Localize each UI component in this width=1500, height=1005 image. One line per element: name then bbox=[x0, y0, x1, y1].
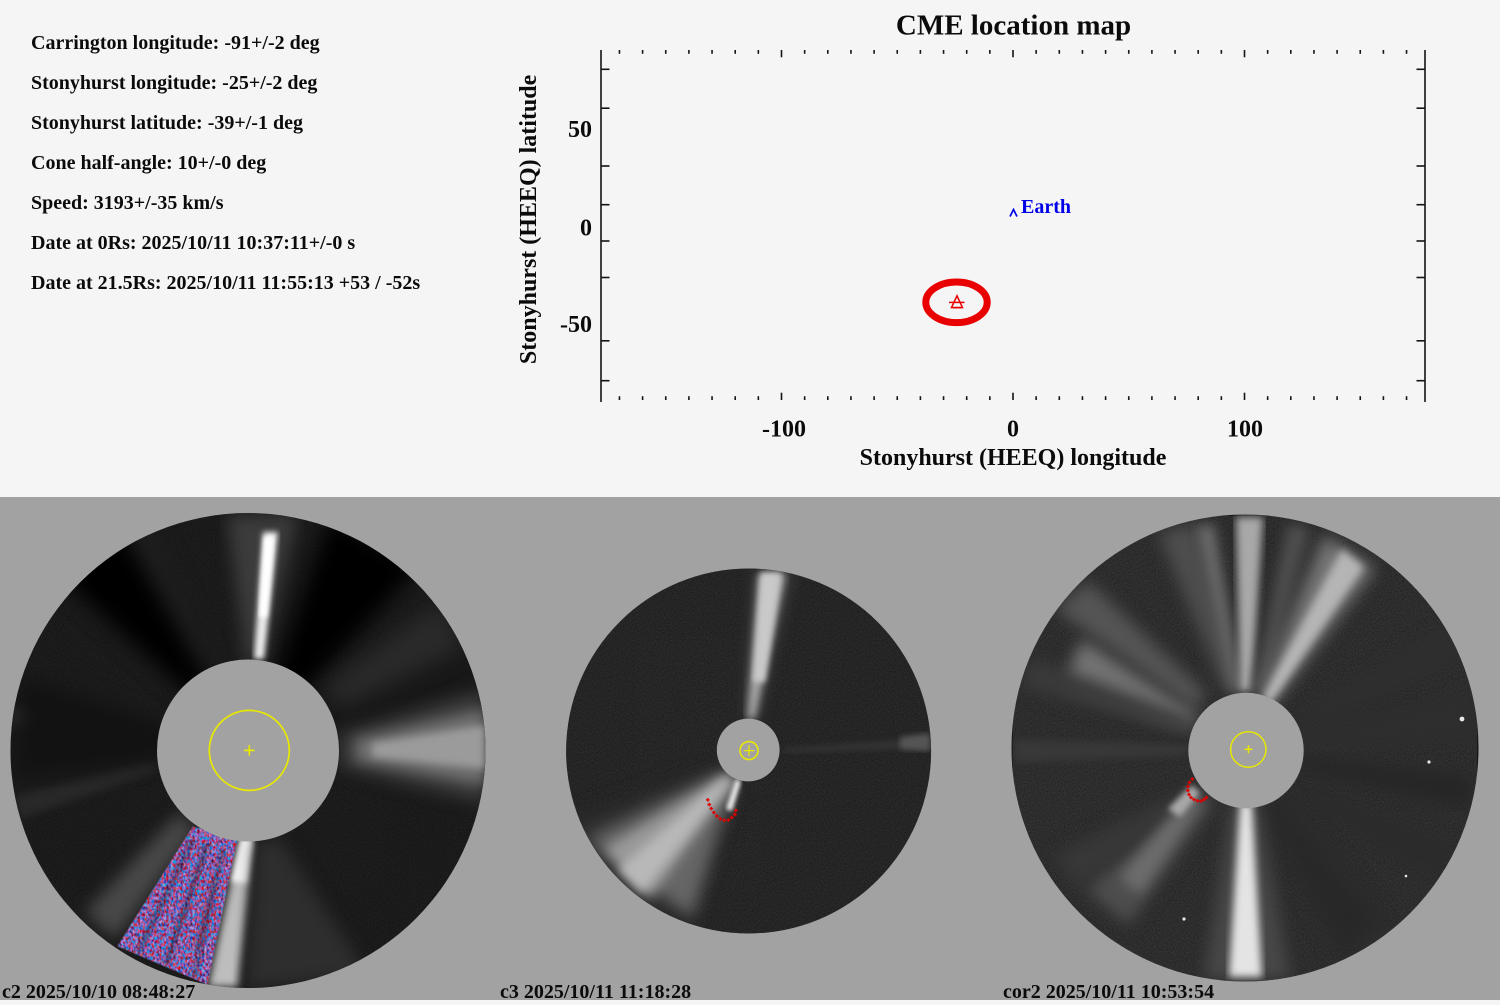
svg-text:Speed: 3193+/-35 km/s: Speed: 3193+/-35 km/s bbox=[31, 192, 224, 214]
svg-text:Carrington longitude: -91+/-2: Carrington longitude: -91+/-2 deg bbox=[31, 32, 320, 54]
svg-text:-50: -50 bbox=[560, 312, 592, 338]
svg-text:CME location map: CME location map bbox=[896, 10, 1131, 42]
svg-text:Cone half-angle: 10+/-0 deg: Cone half-angle: 10+/-0 deg bbox=[31, 152, 266, 174]
svg-text:Stonyhurst (HEEQ) longitude: Stonyhurst (HEEQ) longitude bbox=[860, 445, 1167, 471]
svg-text:Earth: Earth bbox=[1021, 196, 1071, 218]
svg-text:Stonyhurst latitude: -39+/-1 d: Stonyhurst latitude: -39+/-1 deg bbox=[31, 112, 303, 134]
svg-text:Date at 21.5Rs: 2025/10/11 11:: Date at 21.5Rs: 2025/10/11 11:55:13 +53 … bbox=[31, 272, 420, 294]
svg-text:50: 50 bbox=[568, 117, 592, 143]
svg-text:Date at 0Rs: 2025/10/11 10:37:: Date at 0Rs: 2025/10/11 10:37:11+/-0 s bbox=[31, 232, 355, 254]
svg-text:-100: -100 bbox=[762, 417, 806, 443]
svg-text:c2 2025/10/10 08:48:27: c2 2025/10/10 08:48:27 bbox=[2, 981, 195, 1000]
svg-text:100: 100 bbox=[1227, 417, 1263, 443]
svg-text:Stonyhurst (HEEQ) latitude: Stonyhurst (HEEQ) latitude bbox=[516, 74, 542, 364]
svg-text:0: 0 bbox=[580, 215, 592, 241]
svg-text:cor2 2025/10/11 10:53:54: cor2 2025/10/11 10:53:54 bbox=[1003, 981, 1214, 1000]
svg-text:c3 2025/10/11 11:18:28: c3 2025/10/11 11:18:28 bbox=[500, 981, 691, 1000]
svg-text:0: 0 bbox=[1007, 417, 1019, 443]
svg-text:Stonyhurst longitude: -25+/-2: Stonyhurst longitude: -25+/-2 deg bbox=[31, 72, 317, 94]
